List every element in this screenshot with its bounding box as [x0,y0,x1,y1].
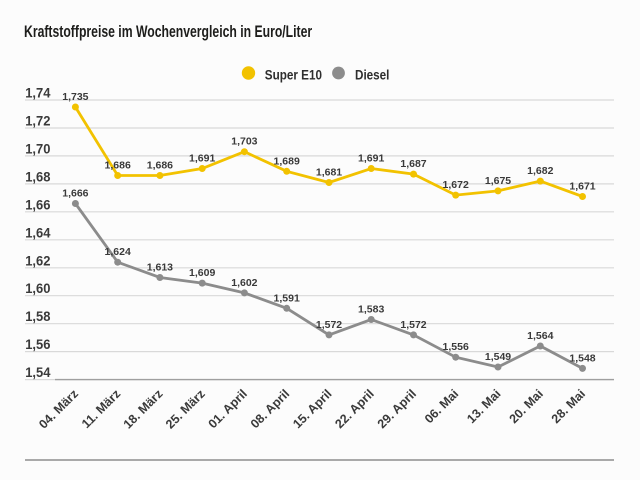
svg-text:1,666: 1,666 [62,188,88,200]
svg-text:1,591: 1,591 [274,292,300,304]
svg-text:1,602: 1,602 [231,277,257,289]
svg-text:1,64: 1,64 [25,225,51,240]
svg-text:11. März: 11. März [79,387,123,431]
svg-text:1,672: 1,672 [443,179,469,191]
svg-text:Diesel: Diesel [355,68,389,83]
svg-text:18. März: 18. März [121,387,166,432]
svg-text:28. Mai: 28. Mai [549,387,588,426]
svg-text:1,624: 1,624 [105,246,131,258]
svg-text:Super E10: Super E10 [265,68,322,83]
svg-text:1,613: 1,613 [147,262,173,274]
svg-text:04. März: 04. März [36,387,81,432]
svg-text:1,609: 1,609 [189,267,215,279]
svg-text:1,56: 1,56 [25,337,50,352]
svg-text:1,70: 1,70 [25,141,50,156]
svg-text:06. Mai: 06. Mai [422,387,461,426]
svg-text:1,703: 1,703 [231,136,257,148]
svg-text:29. April: 29. April [375,387,419,431]
svg-text:1,691: 1,691 [189,153,215,165]
svg-text:1,583: 1,583 [358,304,384,316]
svg-text:1,72: 1,72 [25,113,50,128]
svg-text:1,681: 1,681 [316,167,342,179]
svg-text:1,689: 1,689 [274,155,300,167]
svg-text:1,74: 1,74 [25,85,51,100]
svg-text:Kraftstoffpreise im Wochenverg: Kraftstoffpreise im Wochenvergleich in E… [24,23,312,41]
svg-text:1,548: 1,548 [569,352,595,364]
svg-text:1,564: 1,564 [527,330,553,342]
svg-text:08. April: 08. April [248,387,292,431]
svg-text:1,60: 1,60 [25,281,50,296]
svg-text:01. April: 01. April [206,387,250,431]
svg-text:1,686: 1,686 [147,160,173,172]
svg-text:1,66: 1,66 [25,197,50,212]
svg-text:1,686: 1,686 [105,160,131,172]
svg-text:1,58: 1,58 [25,309,51,324]
svg-text:1,572: 1,572 [400,319,426,331]
svg-text:13. Mai: 13. Mai [464,387,503,426]
svg-text:1,671: 1,671 [569,181,595,193]
svg-text:1,54: 1,54 [25,365,51,380]
svg-text:1,682: 1,682 [527,165,553,177]
svg-text:1,691: 1,691 [358,153,384,165]
svg-text:1,675: 1,675 [485,175,511,187]
svg-text:15. April: 15. April [290,387,334,431]
svg-text:25. März: 25. März [163,387,208,432]
svg-text:1,549: 1,549 [485,351,511,363]
svg-text:1,687: 1,687 [400,158,426,170]
svg-text:1,572: 1,572 [316,319,342,331]
svg-text:20. Mai: 20. Mai [507,387,546,426]
svg-text:22. April: 22. April [332,387,376,431]
svg-text:1,735: 1,735 [62,91,88,103]
svg-text:1,556: 1,556 [443,341,469,353]
svg-text:1,68: 1,68 [25,169,51,184]
svg-text:1,62: 1,62 [25,253,50,268]
